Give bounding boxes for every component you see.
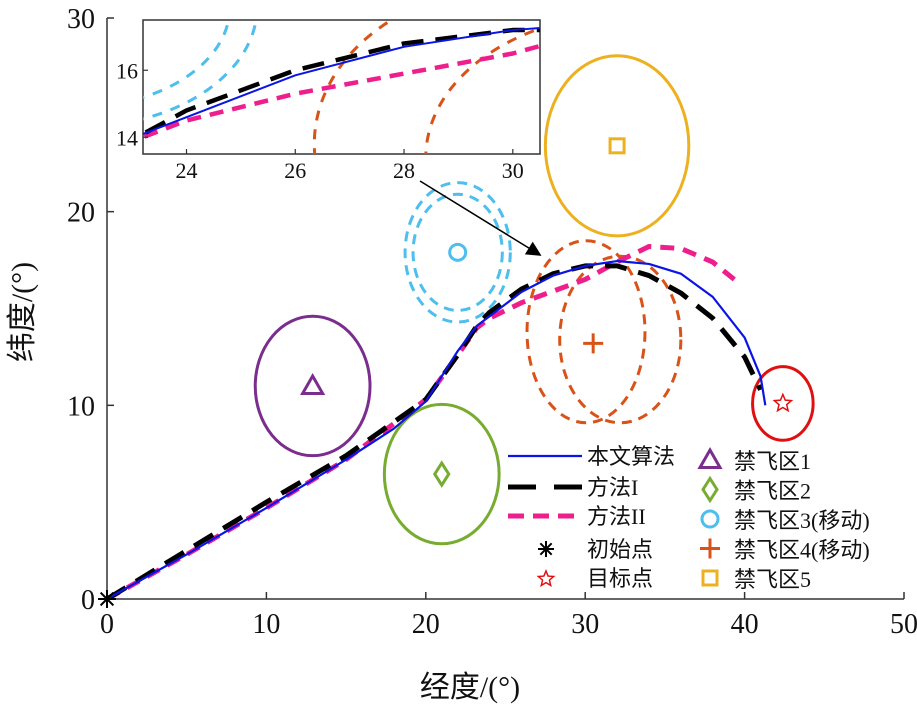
series-line-1 xyxy=(107,259,767,599)
legend-label-zone-1: 禁飞区1 xyxy=(734,449,811,474)
inset-series-line-1 xyxy=(143,26,540,136)
inset-x-tick-label: 28 xyxy=(393,158,415,183)
target-zone-boundary xyxy=(751,365,815,442)
legend-zone-4-marker xyxy=(700,538,720,559)
inset-plot-area xyxy=(143,20,540,154)
target-point-marker xyxy=(772,392,794,413)
no-fly-zone-2-boundary xyxy=(382,402,501,546)
legend-start-marker xyxy=(538,541,554,557)
legend-label-zone-4: 禁飞区4(移动) xyxy=(734,538,870,563)
plot-area xyxy=(107,54,815,599)
inset-x-tick-label: 26 xyxy=(284,158,306,183)
inset-x-tick-label: 24 xyxy=(176,158,198,183)
no-fly-zone-2-marker xyxy=(432,460,451,488)
no-fly-zone-4-boundary xyxy=(525,239,647,425)
legend-label-zone-5: 禁飞区5 xyxy=(734,567,811,592)
inset-series-line-3 xyxy=(143,43,540,141)
no-fly-zone-4-marker xyxy=(583,333,604,354)
no-fly-zone-1-marker xyxy=(300,372,326,395)
no-fly-zone-4-boundary xyxy=(558,254,683,425)
no-fly-zone-5-marker xyxy=(608,137,626,155)
x-tick-label: 10 xyxy=(252,609,280,640)
no-fly-zone-5-boundary xyxy=(543,54,691,238)
no-fly-zone-3-boundary xyxy=(403,181,512,324)
legend-zone-1-marker xyxy=(697,446,723,469)
y-tick-label: 30 xyxy=(67,4,95,35)
legend-target-marker xyxy=(536,569,556,588)
legend-zone-2-marker xyxy=(701,475,719,504)
legend-label-zone-3: 禁飞区3(移动) xyxy=(734,508,870,533)
inset-y-tick-label: 14 xyxy=(116,125,138,150)
legend-label-start: 初始点 xyxy=(587,537,653,562)
x-tick-label: 50 xyxy=(890,609,917,640)
no-fly-zone-3-marker xyxy=(448,242,468,262)
x-axis-label: 经度/(°) xyxy=(420,671,520,704)
x-tick-label: 0 xyxy=(100,609,114,640)
zoom-arrow xyxy=(419,180,542,256)
x-tick-label: 30 xyxy=(571,609,599,640)
x-tick-label: 20 xyxy=(412,609,440,640)
x-tick-label: 40 xyxy=(731,609,759,640)
no-fly-zone-1-boundary xyxy=(253,314,372,458)
legend-label-target: 目标点 xyxy=(587,566,653,591)
y-tick-label: 20 xyxy=(67,198,95,229)
legend-label-series-3: 方法II xyxy=(587,504,646,529)
y-axis-label: 纬度/(°) xyxy=(6,262,39,362)
start-point-marker xyxy=(98,590,116,608)
inset-frame xyxy=(142,19,541,155)
inset-y-tick-label: 16 xyxy=(116,58,138,83)
inset-x-tick-label: 30 xyxy=(502,158,524,183)
y-tick-label: 10 xyxy=(67,391,95,422)
legend-zone-5-marker xyxy=(701,569,719,587)
legend-zone-3-marker xyxy=(700,509,720,529)
legend-label-series-1: 本文算法 xyxy=(587,444,675,469)
no-fly-zone-3-boundary xyxy=(411,192,504,312)
series-line-2 xyxy=(107,263,763,599)
legend-label-series-2: 方法I xyxy=(587,475,638,500)
legend-label-zone-2: 禁飞区2 xyxy=(734,479,811,504)
y-tick-label: 0 xyxy=(81,585,95,616)
